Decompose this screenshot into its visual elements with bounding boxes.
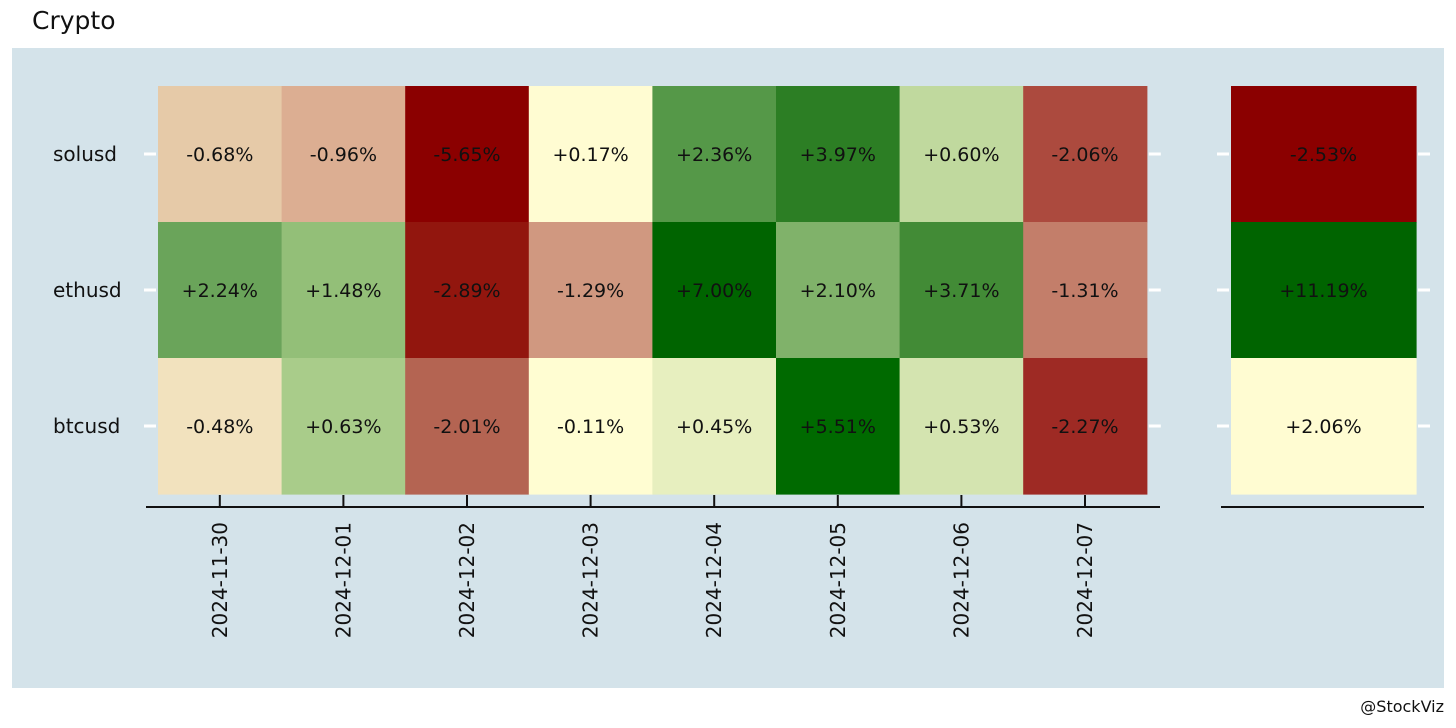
cell-label: +0.45% bbox=[676, 416, 752, 438]
cell-label: -2.06% bbox=[1051, 144, 1118, 166]
heatmap-cell bbox=[405, 358, 530, 495]
cell-label: +2.10% bbox=[800, 280, 876, 302]
cell-label: -2.27% bbox=[1051, 416, 1118, 438]
x-tick-label: 2024-12-04 bbox=[702, 522, 726, 638]
cell-label: +0.63% bbox=[305, 416, 381, 438]
cell-label: -0.68% bbox=[186, 144, 253, 166]
heatmap-cell bbox=[652, 86, 777, 223]
cell-label: +2.36% bbox=[676, 144, 752, 166]
heatmap-cell bbox=[528, 358, 653, 495]
cell-label: +2.06% bbox=[1285, 416, 1361, 438]
x-tick-label: 2024-12-05 bbox=[826, 522, 850, 638]
x-tick-label: 2024-12-02 bbox=[455, 522, 479, 638]
page-title: Crypto bbox=[32, 6, 116, 35]
cell-label: -1.31% bbox=[1051, 280, 1118, 302]
heatmap-cell bbox=[776, 222, 901, 359]
heatmap-cell bbox=[158, 222, 283, 359]
heatmap-cell bbox=[1023, 358, 1148, 495]
cell-label: -5.65% bbox=[433, 144, 500, 166]
heatmap-cell bbox=[405, 222, 530, 359]
heatmap-cell bbox=[281, 222, 406, 359]
cell-label: +0.53% bbox=[923, 416, 999, 438]
cell-label: +1.48% bbox=[305, 280, 381, 302]
heatmap-cell bbox=[652, 358, 777, 495]
heatmap-cell bbox=[899, 358, 1024, 495]
cell-label: -2.53% bbox=[1290, 144, 1357, 166]
y-tick-label: solusd bbox=[53, 142, 117, 166]
x-tick-label: 2024-12-07 bbox=[1073, 522, 1097, 638]
heatmap-cell bbox=[776, 86, 901, 223]
heatmap-cell bbox=[1231, 86, 1417, 223]
cell-label: -2.89% bbox=[433, 280, 500, 302]
cell-label: -0.96% bbox=[310, 144, 377, 166]
heatmap-cell bbox=[281, 86, 406, 223]
heatmap-cell bbox=[652, 222, 777, 359]
cell-label: +7.00% bbox=[676, 280, 752, 302]
y-tick-label: ethusd bbox=[53, 278, 122, 302]
y-tick-label: btcusd bbox=[53, 414, 120, 438]
heatmap-cell bbox=[158, 358, 283, 495]
heatmap-cell bbox=[1231, 222, 1417, 359]
cell-label: +0.60% bbox=[923, 144, 999, 166]
x-tick-label: 2024-12-01 bbox=[331, 522, 355, 638]
heatmap-cell bbox=[899, 222, 1024, 359]
cell-label: +5.51% bbox=[800, 416, 876, 438]
heatmap-cell bbox=[1023, 222, 1148, 359]
cell-label: -2.01% bbox=[433, 416, 500, 438]
x-tick-label: 2024-12-06 bbox=[949, 522, 973, 638]
cell-label: -1.29% bbox=[557, 280, 624, 302]
heatmap-cell bbox=[899, 86, 1024, 223]
heatmap-cell bbox=[1231, 358, 1417, 495]
cell-label: +11.19% bbox=[1279, 280, 1367, 302]
cell-label: +3.71% bbox=[923, 280, 999, 302]
cell-label: -0.48% bbox=[186, 416, 253, 438]
heatmap-cell bbox=[776, 358, 901, 495]
heatmap-cell bbox=[158, 86, 283, 223]
cell-label: +3.97% bbox=[800, 144, 876, 166]
x-tick-label: 2024-12-03 bbox=[579, 522, 603, 638]
cell-label: +2.24% bbox=[182, 280, 258, 302]
cell-label: -0.11% bbox=[557, 416, 624, 438]
heatmap-cell bbox=[1023, 86, 1148, 223]
source-credit: @StockViz bbox=[1360, 697, 1444, 716]
heatmap-cell bbox=[528, 86, 653, 223]
heatmap-cell bbox=[405, 86, 530, 223]
cell-label: +0.17% bbox=[552, 144, 628, 166]
heatmap-cell bbox=[528, 222, 653, 359]
heatmap-cell bbox=[281, 358, 406, 495]
x-tick-label: 2024-11-30 bbox=[208, 522, 232, 638]
